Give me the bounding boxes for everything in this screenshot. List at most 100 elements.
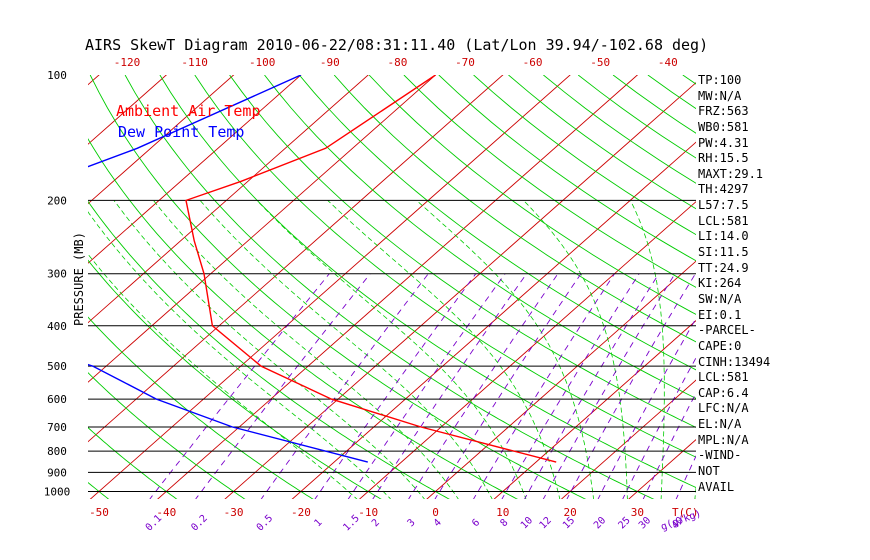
dry-adiabat-line <box>473 75 696 236</box>
bottom-temp-tick-label: 10 <box>496 506 509 519</box>
moist-adiabat-line <box>416 200 594 499</box>
sounding-parameter: EL:N/A <box>698 417 742 432</box>
mixing-ratio-line <box>566 273 696 499</box>
mixing-ratio-line <box>260 273 429 499</box>
sounding-parameter: SW:N/A <box>698 291 742 306</box>
series-layer <box>88 75 557 463</box>
mixing-ratio-line <box>314 273 477 499</box>
mixing-ratio-line <box>408 273 559 499</box>
mixing-ratio-tick-label: 10 <box>519 515 535 531</box>
isotherm-line <box>0 66 42 501</box>
top-temp-tick-label: -50 <box>590 56 610 69</box>
sounding-parameter: TP:100 <box>698 73 742 87</box>
bottom-temp-tick-label: 20 <box>563 506 576 519</box>
dry-adiabat-line <box>298 75 696 371</box>
isotherm-line <box>88 75 167 145</box>
sounding-parameter: TT:24.9 <box>698 260 749 275</box>
sounding-parameter: MPL:N/A <box>698 432 749 447</box>
pressure-tick-label: 400 <box>47 320 67 333</box>
sounding-parameter: WB0:581 <box>698 119 749 134</box>
isotherm-line <box>560 379 696 499</box>
isotherm-line <box>89 75 571 499</box>
dry-adiabat-line <box>333 75 696 343</box>
sounding-parameter: FRZ:563 <box>698 104 749 119</box>
mixing-ratio-line <box>675 455 696 499</box>
mixing-ratio-line <box>501 273 640 499</box>
series-line-dew-point-temp <box>88 75 368 463</box>
moist-adiabat-line <box>88 211 392 499</box>
dry-adiabat-line <box>159 75 696 488</box>
mixing-ratio-tick-label: 3 <box>406 517 418 529</box>
pressure-gridlines <box>88 199 696 492</box>
dry-adiabat-line <box>194 75 696 458</box>
dry-adiabat-line <box>88 427 178 499</box>
dry-adiabat-line <box>368 75 696 315</box>
sounding-parameters-list: TP:100 MW:N/A FRZ:563 WB0:581 PW:4.31 RH:15.5… <box>698 73 770 495</box>
mixing-ratio-line <box>597 317 696 499</box>
chart-title: AIRS SkewT Diagram 2010-06-22/08:31:11.4… <box>85 36 709 54</box>
sounding-parameter: LCL:581 <box>698 213 749 228</box>
mixing-ratio-tick-label: 6 <box>470 517 482 529</box>
dry-adiabat-line <box>438 75 696 262</box>
dry-adiabat-line <box>89 75 587 499</box>
top-temp-tick-label: -100 <box>249 56 276 69</box>
series-line-ambient-air-temp <box>185 75 557 463</box>
mixing-ratio-line <box>642 392 696 499</box>
mixing-ratio-tick-label: 12 <box>538 515 554 531</box>
sounding-parameter: CAPE:0 <box>698 338 742 353</box>
mixing-ratio-tick-label: 2 <box>370 517 382 529</box>
sounding-parameter: MW:N/A <box>698 88 742 103</box>
moist-adiabat-line <box>523 200 628 499</box>
moist-adiabat-line <box>630 200 665 499</box>
bottom-temp-tick-label: 0 <box>432 506 439 519</box>
dry-adiabat-line <box>403 75 696 288</box>
isotherm-line <box>762 66 870 501</box>
bottom-temp-tick-label: -20 <box>291 506 311 519</box>
bottom-temp-tick-label: -30 <box>224 506 244 519</box>
isotherm-line <box>88 75 302 264</box>
mixing-ratio-tick-label: 0.5 <box>255 513 276 534</box>
mixing-ratio-tick-label: 1 <box>312 517 324 529</box>
pressure-tick-label: 1000 <box>44 486 71 499</box>
pressure-tick-label: 300 <box>47 268 67 281</box>
top-temp-tick-label: -90 <box>320 56 340 69</box>
sounding-parameter: LFC:N/A <box>698 401 749 416</box>
mixing-ratio-line <box>372 273 527 499</box>
isotherm-line <box>88 75 504 443</box>
pressure-tick-label: 800 <box>47 445 67 458</box>
mixing-ratio-line <box>195 273 371 499</box>
mixing-ratio-line <box>524 273 660 499</box>
sounding-parameter: MAXT:29.1 <box>698 166 764 181</box>
sounding-parameter: TH:4297 <box>698 182 749 197</box>
mixing-ratio-grid <box>149 273 696 499</box>
sounding-parameter: LI:14.0 <box>698 229 749 244</box>
sounding-parameter: CINH:13494 <box>698 354 771 369</box>
moist-adiabat-line <box>327 200 561 499</box>
mixing-ratio-line <box>473 273 615 499</box>
mixing-ratio-tick-label: 20 <box>592 515 608 531</box>
dry-adiabat-line <box>88 372 246 499</box>
moist-adiabat-line <box>256 200 527 499</box>
sounding-parameter: AVAIL <box>698 479 735 494</box>
moist-adiabat-line <box>88 253 358 499</box>
dry-adiabat-line <box>508 75 696 210</box>
sounding-parameter: LCL:581 <box>698 370 749 385</box>
dry-adiabat-line <box>229 75 696 428</box>
mixing-ratio-line <box>622 356 696 499</box>
isotherm-line <box>493 320 696 499</box>
x-axis-unit-label: T(C) <box>672 506 699 519</box>
legend-dew-point-temp: Dew Point Temp <box>118 123 245 141</box>
bottom-temp-tick-label: 30 <box>631 506 644 519</box>
pressure-tick-label: 700 <box>47 421 67 434</box>
top-temp-tick-label: -80 <box>387 56 407 69</box>
dry-adiabat-line <box>0 75 42 500</box>
sounding-parameter: -PARCEL- <box>698 323 756 338</box>
mixing-ratio-line <box>347 273 506 499</box>
sounding-parameter: L57:7.5 <box>698 198 749 213</box>
sounding-parameter: EI:0.1 <box>698 307 742 322</box>
isotherm-line <box>88 75 369 324</box>
sounding-parameter: CAP:6.4 <box>698 385 749 400</box>
isotherm-line <box>291 141 696 499</box>
legend-ambient-air-temp: Ambient Air Temp <box>116 102 261 120</box>
